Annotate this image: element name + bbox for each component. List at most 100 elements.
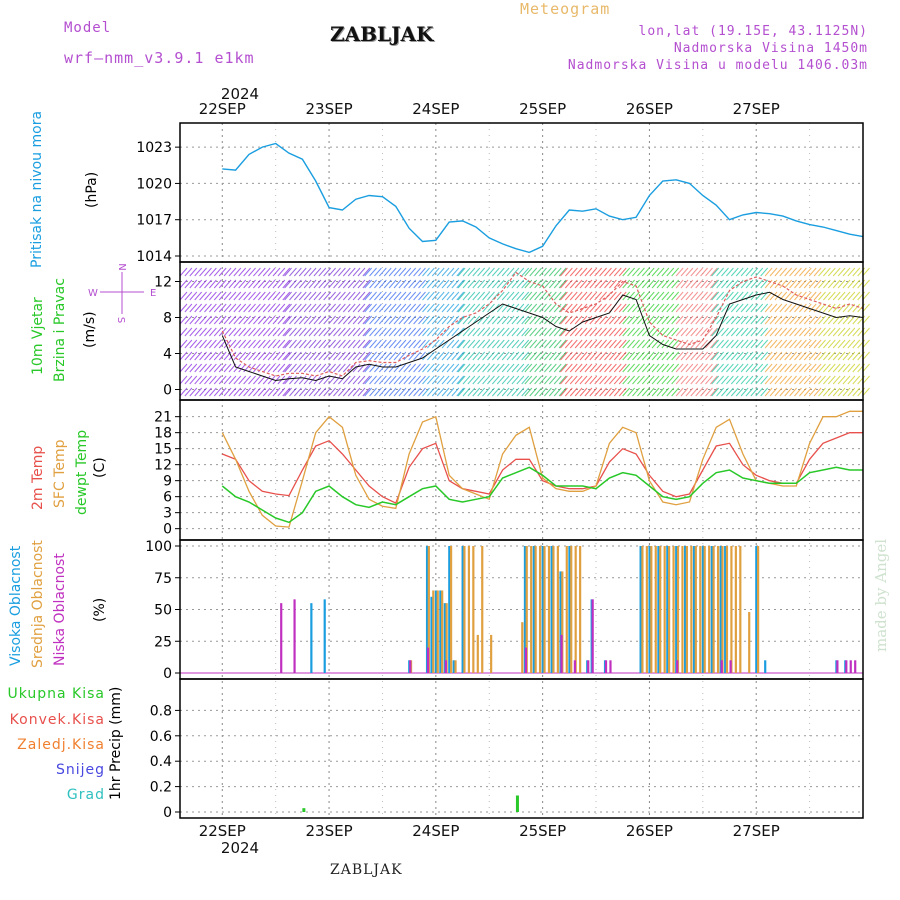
wind-barb — [521, 327, 530, 337]
wind-barb — [680, 315, 689, 325]
wind-barb — [374, 387, 382, 397]
wind-barb — [622, 375, 631, 385]
wind-barb — [789, 315, 797, 325]
wind-barb — [357, 303, 366, 313]
wind-barb — [584, 375, 593, 385]
day-label-bottom: 22SEP — [199, 822, 246, 840]
cloud-ytick-label: 50 — [154, 603, 172, 619]
wind-barb — [730, 315, 739, 325]
wind-barb — [289, 351, 297, 361]
wind-barb — [798, 363, 807, 373]
wind-barb — [818, 327, 826, 337]
wind-barb — [204, 267, 212, 277]
wind-barb — [257, 279, 266, 289]
wind-barb — [544, 291, 552, 301]
wind-barb — [303, 303, 312, 313]
wind-barb — [813, 291, 822, 301]
wind-barb — [651, 375, 660, 385]
wind-barb — [569, 303, 578, 313]
wind-barb — [594, 303, 603, 313]
wind-barb — [223, 279, 232, 289]
wind-barb — [213, 363, 222, 373]
wind-barb — [618, 315, 627, 325]
wind-barb — [272, 327, 281, 337]
mid-cloud-bar — [574, 546, 577, 673]
wind-barb — [467, 291, 476, 301]
wind-barb — [803, 315, 812, 325]
station-title: ZABLJAK — [330, 22, 434, 46]
wind-barb — [750, 279, 759, 289]
wind-barb — [342, 267, 351, 277]
wind-barb — [594, 327, 603, 337]
wind-barb — [313, 291, 322, 301]
wind-barb — [539, 315, 547, 325]
wind-barb — [277, 339, 286, 349]
wind-barb — [710, 267, 718, 277]
wind-barb — [671, 327, 680, 337]
wind-barb — [248, 339, 256, 349]
wind-barb — [393, 339, 402, 349]
wind-barb — [529, 339, 538, 349]
wind-barb — [560, 303, 568, 313]
wind-barb — [666, 363, 675, 373]
wind-barb — [277, 303, 286, 313]
wind-barb — [431, 279, 440, 289]
wind-barb — [641, 291, 650, 301]
wind-barb — [323, 279, 332, 289]
wind-barb — [487, 279, 495, 289]
wind-barb — [827, 291, 836, 301]
wind-barb — [199, 315, 207, 325]
wind-barb — [338, 363, 346, 373]
wind-barb — [374, 363, 382, 373]
wind-barb — [760, 279, 769, 289]
day-label-top: 27SEP — [733, 100, 780, 118]
wind-barb — [764, 267, 773, 277]
wind-barb — [847, 387, 856, 397]
wind-barb — [695, 315, 704, 325]
wind-barb — [516, 303, 525, 313]
wind-barb — [574, 363, 583, 373]
wind-barb — [852, 375, 861, 385]
high-cloud-bar — [430, 596, 433, 673]
wind-barb — [560, 339, 568, 349]
wind-barb — [194, 315, 203, 325]
wind-barb — [194, 303, 203, 313]
wind-barb — [524, 351, 533, 361]
wind-barb — [277, 315, 286, 325]
wind-barb — [213, 327, 222, 337]
wind-barb — [710, 327, 718, 337]
legend-snow: Snijeg — [55, 762, 105, 778]
wind-barb — [218, 315, 227, 325]
wind-barb — [641, 315, 650, 325]
wind-barb — [529, 351, 538, 361]
wind-barb — [338, 387, 346, 397]
wind-barb — [218, 279, 227, 289]
wind-barb — [700, 279, 708, 289]
high-cloud-bar — [684, 546, 687, 673]
wind-barb — [553, 279, 562, 289]
wind-barb — [491, 339, 500, 349]
wind-barb — [456, 351, 465, 361]
wind-barb — [690, 339, 699, 349]
wind-barb — [553, 375, 562, 385]
wind-barb — [267, 303, 276, 313]
wind-barb — [457, 387, 466, 397]
wind-barb — [446, 279, 455, 289]
wind-barb — [842, 351, 851, 361]
wind-barb — [529, 291, 538, 301]
wind-barb — [675, 339, 684, 349]
mid-cloud-bar — [725, 546, 729, 673]
wind-barb — [347, 363, 356, 373]
wind-barb — [374, 279, 382, 289]
wind-barb — [267, 375, 276, 385]
wind-barb — [318, 363, 327, 373]
wind-barb — [827, 315, 836, 325]
wind-barb — [204, 279, 212, 289]
wind-barb — [243, 351, 252, 361]
wind-gust-line — [221, 271, 864, 377]
wind-barb — [632, 351, 640, 361]
wind-barb — [228, 387, 237, 397]
wind-barb — [671, 267, 680, 277]
wind-barb — [403, 291, 412, 301]
wind-barb — [357, 351, 366, 361]
